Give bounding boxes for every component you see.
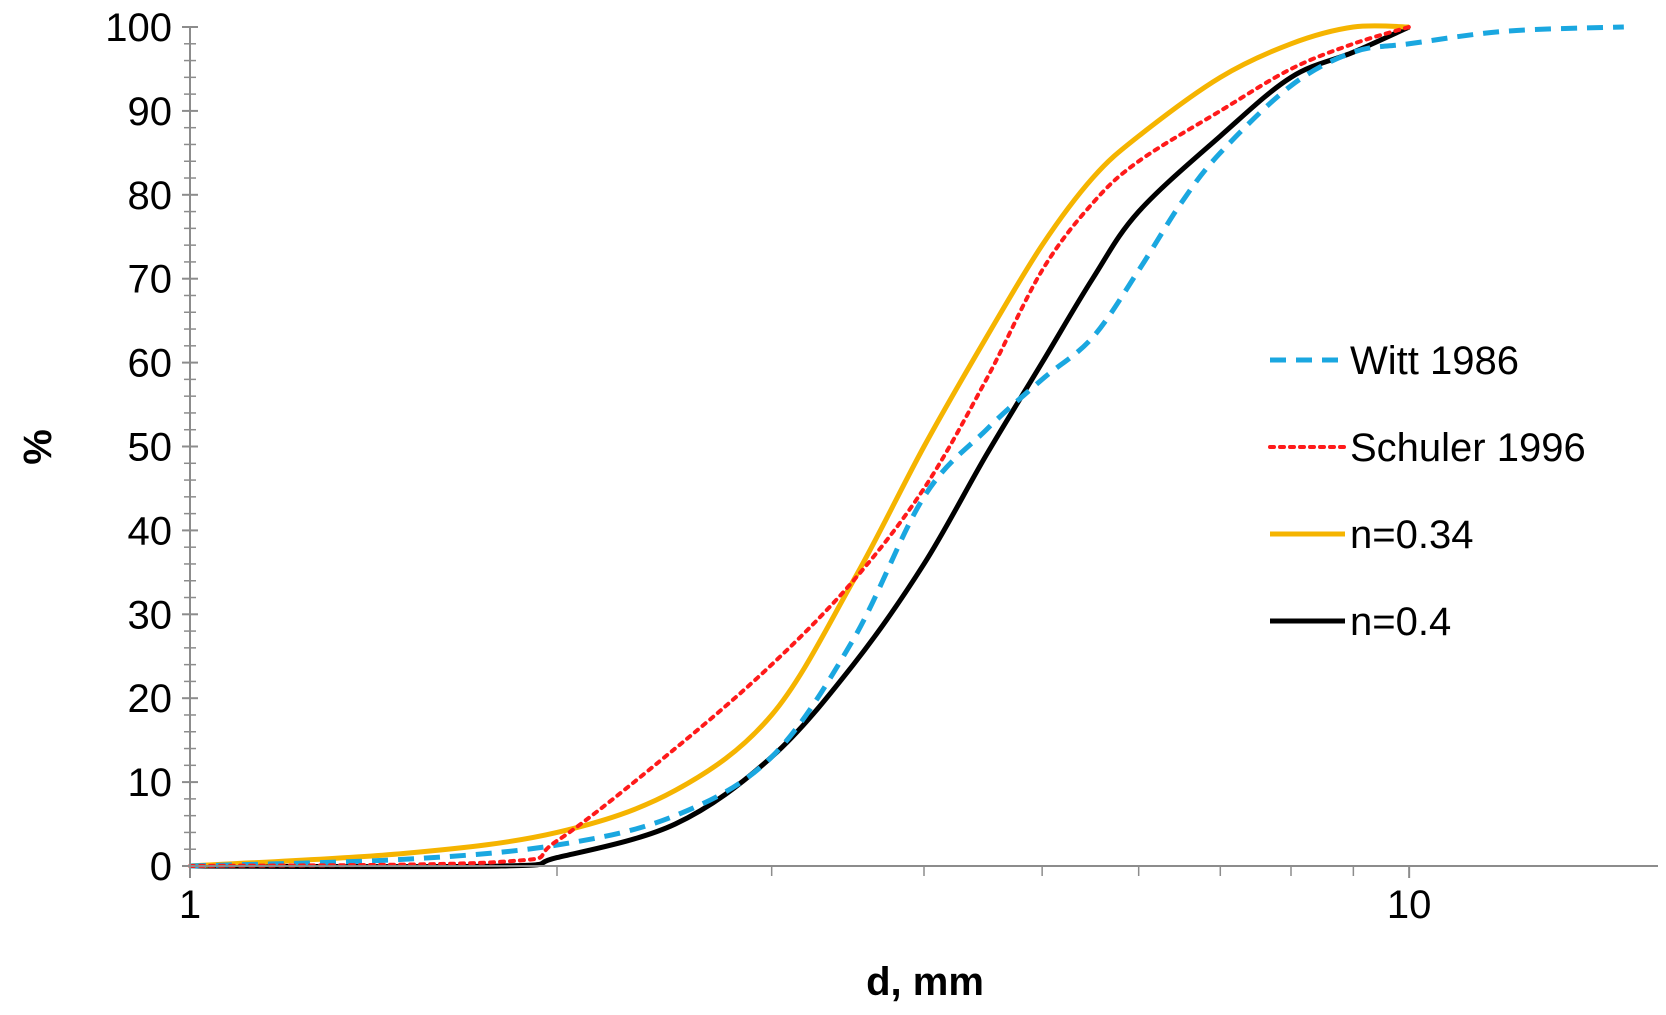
series-layer — [188, 23, 1624, 870]
series-line-witt-1986 — [189, 24, 1624, 869]
legend-label: Witt 1986 — [1350, 339, 1519, 383]
series-line-n-0-4 — [189, 24, 1411, 870]
y-axis-title: % — [16, 429, 60, 465]
y-tick-label: 0 — [150, 845, 172, 889]
y-tick-label: 60 — [128, 342, 173, 386]
legend-label: n=0.34 — [1350, 513, 1473, 557]
y-tick-label: 30 — [128, 593, 173, 637]
y-tick-label: 50 — [128, 426, 173, 470]
x-tick-label: 1 — [179, 883, 201, 927]
y-tick-label: 100 — [105, 6, 172, 50]
series-line-schuler-1996 — [188, 25, 1412, 868]
y-tick-label: 10 — [128, 761, 173, 805]
y-tick-label: 80 — [128, 174, 173, 218]
y-tick-label: 70 — [128, 258, 173, 302]
series-line-n-0-34 — [189, 23, 1410, 869]
x-tick-label: 10 — [1387, 883, 1432, 927]
x-axis-title: d, mm — [866, 960, 984, 1004]
y-tick-label: 20 — [128, 677, 173, 721]
y-tick-label: 40 — [128, 509, 173, 553]
y-tick-label: 90 — [128, 90, 173, 134]
legend-label: n=0.4 — [1350, 600, 1451, 644]
legend: Witt 1986 Schuler 1996 n=0.34 n=0.4 — [1268, 339, 1586, 644]
legend-label: Schuler 1996 — [1350, 426, 1586, 470]
